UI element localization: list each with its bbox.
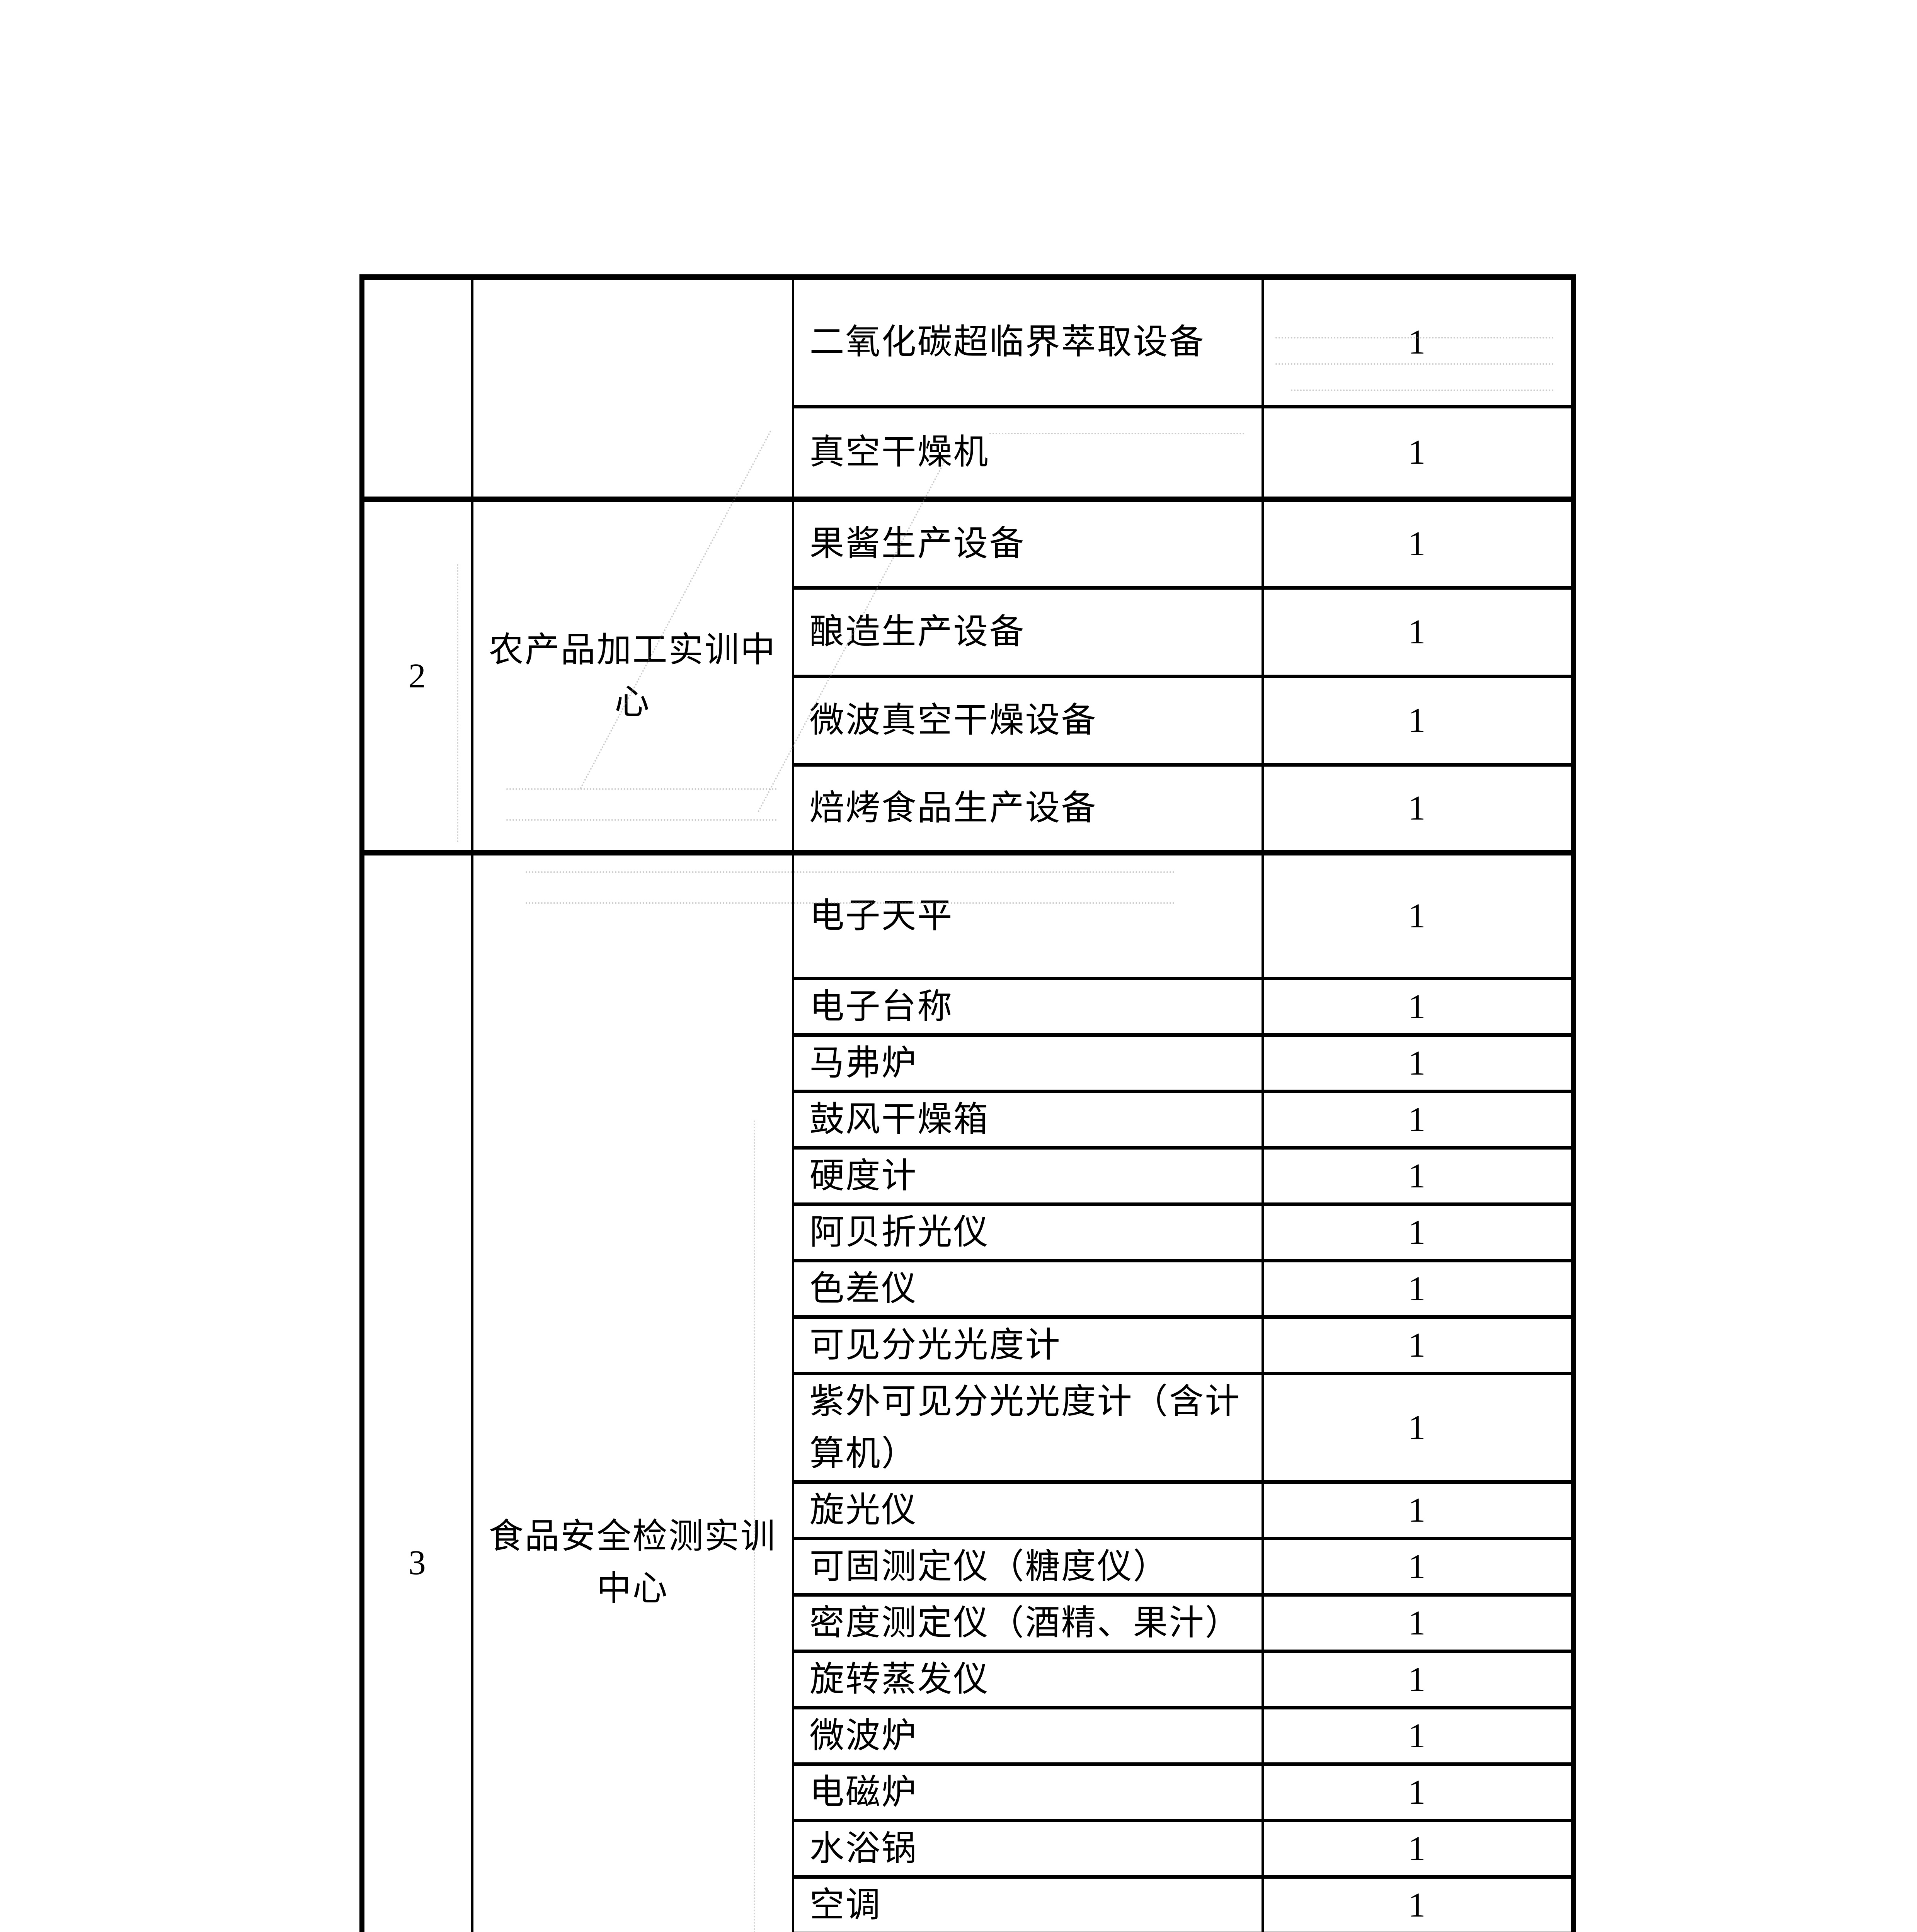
quantity-cell: 1 [1261, 497, 1575, 590]
scan-artifact [526, 902, 1175, 904]
equipment-name-cell: 焙烤食品生产设备 [792, 763, 1264, 855]
equipment-name-cell: 微波真空干燥设备 [792, 674, 1264, 767]
scan-artifact [1275, 337, 1554, 338]
table-row: 旋光仪 1 [362, 1480, 1575, 1540]
scan-artifact [526, 871, 1175, 873]
scan-artifact [754, 1121, 755, 1932]
equipment-name-cell: 电子天平 [792, 850, 1264, 980]
quantity-cell: 1 [1261, 1033, 1575, 1093]
scan-artifact [1275, 363, 1554, 365]
center-name-cell: 食品安全检测实训中心 [471, 850, 794, 1932]
equipment-name-cell: 微波炉 [792, 1706, 1264, 1766]
table-row: 密度测定仪（酒精、果汁） 1 [362, 1593, 1575, 1653]
table-row: 色差仪 1 [362, 1259, 1575, 1319]
equipment-name-cell: 硬度计 [792, 1146, 1264, 1206]
quantity-cell: 1 [1261, 405, 1575, 501]
equipment-name-cell: 水浴锅 [792, 1818, 1264, 1879]
quantity-cell: 1 [1261, 763, 1575, 855]
equipment-name-cell: 色差仪 [792, 1259, 1264, 1319]
table-row: 可见分光光度计 1 [362, 1315, 1575, 1375]
table-row: 酿造生产设备 1 [362, 586, 1575, 678]
section-number-cell: 3 [361, 850, 473, 1932]
quantity-cell: 1 [1261, 586, 1575, 678]
quantity-cell: 1 [1261, 274, 1575, 408]
equipment-name-cell: 二氧化碳超临界萃取设备 [792, 274, 1264, 408]
table-row: 空调 1 [362, 1875, 1575, 1932]
table-row: 二氧化碳超临界萃取设备 1 [361, 274, 1575, 501]
table-row: 焙烤食品生产设备 1 [362, 763, 1575, 855]
quantity-cell: 1 [1261, 1762, 1575, 1822]
equipment-name-cell: 空调 [792, 1875, 1264, 1932]
equipment-name-cell: 可固测定仪（糖度仪） [792, 1536, 1264, 1597]
table-row: 旋转蒸发仪 1 [362, 1649, 1575, 1709]
equipment-name-cell: 真空干燥机 [792, 405, 1264, 501]
scan-artifact [457, 564, 458, 842]
equipment-name-cell: 旋光仪 [792, 1480, 1264, 1540]
equipment-name-cell: 马弗炉 [792, 1033, 1264, 1093]
center-name-cell: 农产品加工实训中心 [471, 497, 794, 855]
table-row: 硬度计 1 [362, 1146, 1575, 1206]
equipment-name-cell: 鼓风干燥箱 [792, 1089, 1264, 1150]
table-row: 微波真空干燥设备 1 [362, 674, 1575, 767]
table-row: 阿贝折光仪 1 [362, 1202, 1575, 1262]
quantity-cell: 1 [1261, 1706, 1575, 1766]
equipment-name-cell: 果酱生产设备 [792, 497, 1264, 590]
section-number-cell: 2 [361, 497, 473, 855]
table-section: 2 农产品加工实训中心 果酱生产设备 1 酿造生产设备 1 微波真空干燥设备 1 焙烤食品生产设… [361, 497, 1575, 855]
table-row: 马弗炉 1 [362, 1033, 1575, 1093]
quantity-cell: 1 [1261, 1649, 1575, 1709]
equipment-name-cell: 电子台称 [792, 976, 1264, 1037]
scan-artifact [506, 819, 777, 821]
section-number-cell [361, 274, 473, 501]
table-row: 电磁炉 1 [362, 1762, 1575, 1822]
table-row: 紫外可见分光光度计（含计算机） 1 [362, 1371, 1575, 1484]
quantity-cell: 1 [1261, 1371, 1575, 1484]
table-row: 3 食品安全检测实训中心 电子天平 1 [361, 850, 1575, 1932]
equipment-name-cell: 阿贝折光仪 [792, 1202, 1264, 1262]
quantity-cell: 1 [1261, 1089, 1575, 1150]
equipment-name-cell: 电磁炉 [792, 1762, 1264, 1822]
table-row: 可固测定仪（糖度仪） 1 [362, 1536, 1575, 1597]
quantity-cell: 1 [1261, 1875, 1575, 1932]
quantity-cell: 1 [1261, 1536, 1575, 1597]
table-row: 鼓风干燥箱 1 [362, 1089, 1575, 1150]
table-section: 二氧化碳超临界萃取设备 1 真空干燥机 1 [361, 274, 1575, 501]
equipment-name-cell: 酿造生产设备 [792, 586, 1264, 678]
quantity-cell: 1 [1261, 1202, 1575, 1262]
table-row: 2 农产品加工实训中心 果酱生产设备 1 [361, 497, 1575, 855]
quantity-cell: 1 [1261, 1315, 1575, 1375]
center-name-cell [471, 274, 794, 501]
table-row: 真空干燥机 1 [362, 405, 1575, 501]
quantity-cell: 1 [1261, 1593, 1575, 1653]
quantity-cell: 1 [1261, 1146, 1575, 1206]
equipment-name-cell: 可见分光光度计 [792, 1315, 1264, 1375]
quantity-cell: 1 [1261, 1818, 1575, 1879]
quantity-cell: 1 [1261, 1259, 1575, 1319]
quantity-cell: 1 [1261, 850, 1575, 980]
equipment-name-cell: 紫外可见分光光度计（含计算机） [792, 1371, 1264, 1484]
equipment-name-cell: 旋转蒸发仪 [792, 1649, 1264, 1709]
scan-artifact [1291, 389, 1554, 391]
equipment-table: 二氧化碳超临界萃取设备 1 真空干燥机 1 2 农产品加工实训中心 果酱生产设备 1 酿造生产设… [359, 274, 1576, 1932]
quantity-cell: 1 [1261, 1480, 1575, 1540]
table-row: 水浴锅 1 [362, 1818, 1575, 1879]
table-row: 微波炉 1 [362, 1706, 1575, 1766]
scan-artifact [506, 788, 777, 790]
table-section: 3 食品安全检测实训中心 电子天平 1 电子台称 1 马弗炉 1 鼓风干燥箱 1 硬度计 1 阿贝折光仪… [361, 850, 1575, 1932]
quantity-cell: 1 [1261, 976, 1575, 1037]
equipment-name-cell: 密度测定仪（酒精、果汁） [792, 1593, 1264, 1653]
quantity-cell: 1 [1261, 674, 1575, 767]
table-row: 电子台称 1 [362, 976, 1575, 1037]
scan-artifact [989, 433, 1245, 434]
